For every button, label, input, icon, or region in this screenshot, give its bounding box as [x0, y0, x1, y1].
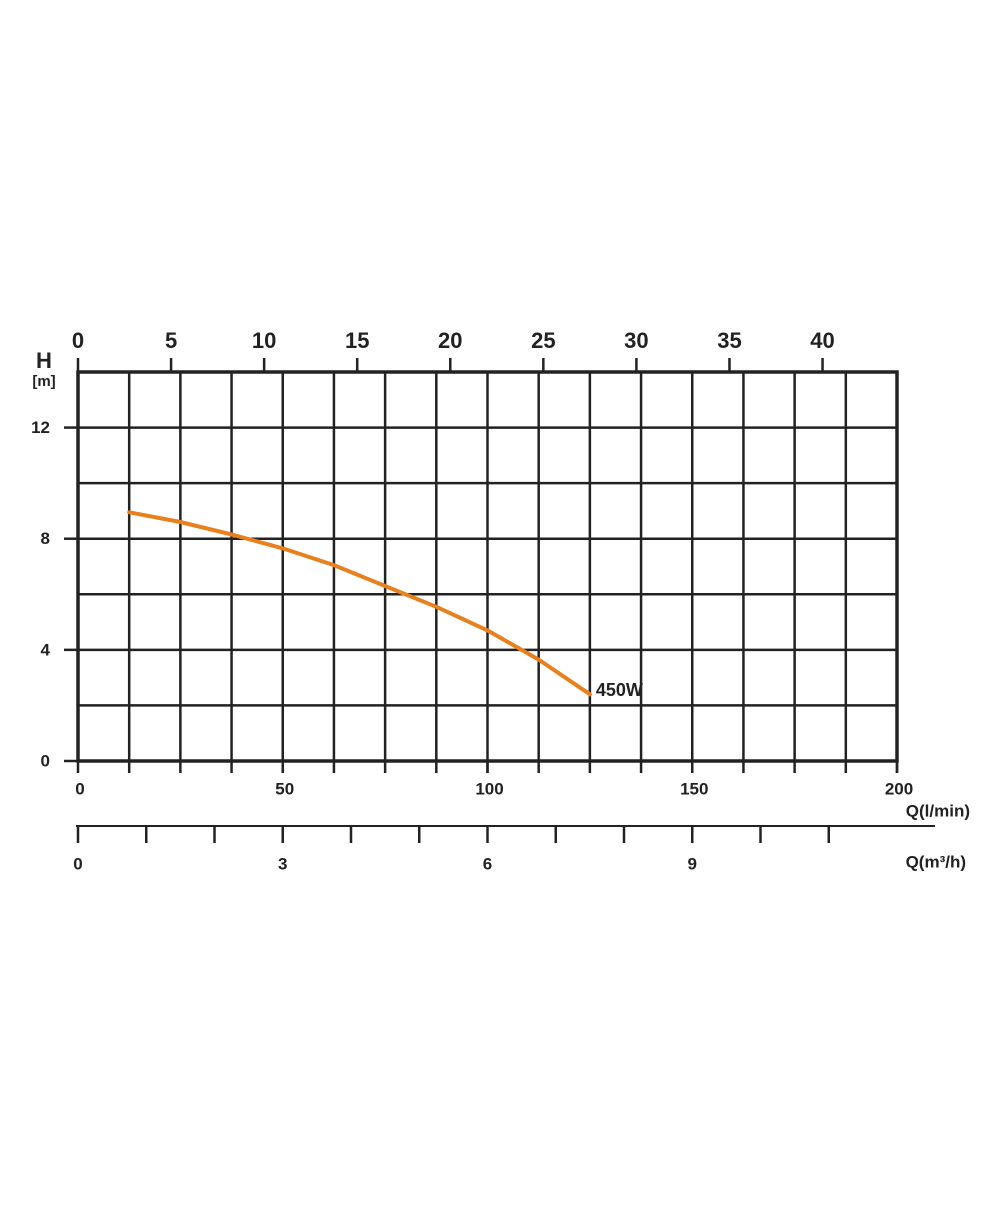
- top-tick-label: 25: [531, 328, 555, 353]
- y-tick-label: 0: [41, 751, 50, 770]
- x-tick-label: 200: [885, 779, 913, 798]
- curve-label: 450W: [596, 680, 643, 700]
- y-tick-label: 4: [41, 640, 51, 659]
- top-tick-label: 20: [438, 328, 462, 353]
- top-tick-label: 30: [624, 328, 648, 353]
- y-tick-label: 12: [31, 418, 50, 437]
- y-axis-title: H: [36, 348, 52, 373]
- curve: [127, 510, 592, 697]
- top-tick-label: 5: [165, 328, 177, 353]
- flow-tick-label: 3: [278, 854, 287, 873]
- top-tick-label: 40: [810, 328, 834, 353]
- x-tick-label: 0: [75, 779, 84, 798]
- top-tick-label: 15: [345, 328, 369, 353]
- flow-tick-label: 9: [688, 854, 697, 873]
- x-tick-label: 50: [275, 779, 294, 798]
- x-axis-title: Q(l/min): [906, 801, 970, 820]
- y-axis-unit: [m]: [32, 373, 55, 390]
- x-tick-label: 100: [475, 779, 503, 798]
- y-tick-label: 8: [41, 529, 50, 548]
- flow-tick-label: 6: [483, 854, 492, 873]
- top-tick-label: 0: [72, 328, 84, 353]
- x-tick-label: 150: [680, 779, 708, 798]
- top-tick-label: 10: [252, 328, 276, 353]
- flow-axis-title: Q(m³/h): [906, 852, 966, 871]
- top-tick-label: 35: [717, 328, 741, 353]
- flow-tick-label: 0: [73, 854, 82, 873]
